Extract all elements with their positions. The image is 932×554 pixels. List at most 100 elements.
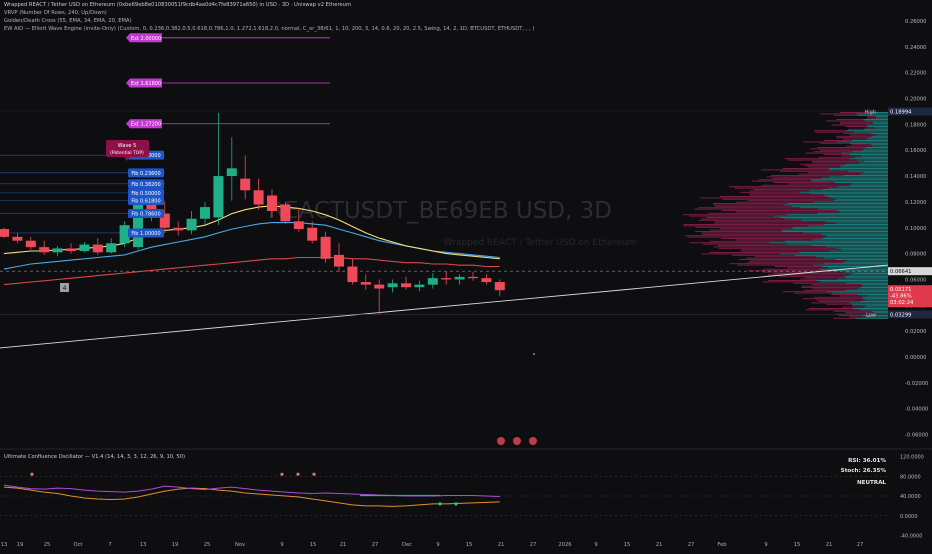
profile-bar-up (841, 249, 888, 250)
header-vrvp[interactable]: VRVP (Number Of Rows, 240, Up/Down) (4, 10, 107, 16)
profile-bar-up (836, 199, 888, 200)
profile-bar-down (831, 294, 857, 295)
osc-dot-red (280, 473, 283, 476)
profile-bar-down (839, 295, 866, 296)
profile-bar-down (814, 297, 862, 298)
profile-bar-down (708, 213, 818, 214)
profile-bar-down (761, 169, 829, 170)
profile-bar-up (788, 203, 888, 204)
profile-bar-down (772, 178, 822, 179)
profile-bar-up (786, 244, 888, 245)
profile-bar-down (820, 113, 856, 114)
profile-bar-up (823, 224, 888, 225)
event-icon[interactable] (529, 437, 537, 445)
profile-bar-down (700, 197, 831, 198)
profile-bar-up (769, 242, 888, 243)
time-tick: 15 (310, 542, 317, 548)
profile-bar-down (703, 244, 786, 245)
profile-bar-up (866, 295, 888, 296)
time-tick: 25 (44, 542, 51, 548)
profile-bar-up (844, 276, 888, 277)
profile-bar-down (810, 148, 864, 149)
profile-bar-up (822, 178, 888, 179)
time-tick: 27 (688, 542, 695, 548)
profile-bar-up (875, 127, 888, 128)
profile-bar-down (783, 291, 827, 292)
price-tick: 0.00000 (905, 355, 926, 361)
candle-body (26, 241, 36, 247)
profile-bar-up (828, 169, 888, 170)
candle-body (481, 278, 491, 282)
cur-badge-text: 0.06641 (890, 269, 911, 275)
profile-bar-down (788, 267, 828, 268)
profile-bar-down (762, 185, 850, 186)
profile-bar-down (867, 118, 876, 119)
profile-bar-down (702, 234, 821, 235)
profile-bar-down (701, 253, 780, 254)
profile-bar-up (774, 216, 888, 217)
profile-bar-up (779, 217, 888, 218)
profile-bar-up (874, 312, 888, 313)
profile-bar-up (791, 228, 888, 229)
profile-bar-up (841, 153, 888, 154)
profile-bar-down (842, 307, 863, 308)
profile-bar-down (688, 237, 825, 238)
profile-bar-down (824, 140, 852, 141)
profile-bar-up (824, 258, 888, 259)
profile-bar-up (831, 197, 888, 198)
profile-bar-down (710, 252, 799, 253)
profile-bar-down (683, 214, 787, 215)
profile-bar-up (857, 160, 888, 161)
low-badge-text: 0.03299 (890, 312, 911, 318)
profile-bar-up (865, 120, 888, 121)
profile-bar-up (857, 288, 888, 289)
profile-bar-down (813, 162, 860, 163)
event-icon[interactable] (513, 437, 521, 445)
profile-bar-up (826, 235, 888, 236)
profile-bar-up (838, 186, 888, 187)
wave4-marker[interactable]: 4 (60, 283, 69, 292)
profile-bar-down (734, 188, 829, 189)
oscillator-title: Ultimate Confluence Oscillator — V1.4 (1… (4, 454, 185, 460)
profile-bar-up (824, 195, 888, 196)
header-ew[interactable]: EW AIO — Elliott Wave Engine (invite-Onl… (4, 26, 534, 32)
header-cross[interactable]: Golden/Death Cross (55, EMA, 34, EMA, 20… (4, 18, 132, 24)
time-tick: 21 (498, 542, 505, 548)
profile-bar-up (862, 150, 888, 151)
profile-bar-down (867, 116, 875, 117)
event-icon[interactable] (497, 437, 505, 445)
profile-bar-up (849, 154, 888, 155)
profile-bar-down (836, 136, 872, 137)
profile-bar-down (702, 232, 803, 233)
osc-dot-red (296, 473, 299, 476)
profile-bar-down (820, 150, 862, 151)
profile-bar-down (715, 221, 826, 222)
profile-bar-down (865, 127, 875, 128)
candle-body (133, 202, 143, 247)
candle-body (414, 285, 424, 288)
header-symbol[interactable]: Wrapped REACT / Tether USD on Ethereum (… (4, 2, 351, 8)
profile-bar-up (863, 119, 888, 120)
profile-bar-up (825, 263, 888, 264)
profile-bar-up (869, 137, 888, 138)
profile-bar-down (750, 260, 846, 261)
last-badge-text: 03:02:24 (890, 300, 914, 306)
profile-bar-down (779, 276, 844, 277)
candle-body (66, 248, 76, 251)
profile-bar-down (773, 182, 834, 183)
profile-bar-down (719, 248, 837, 249)
time-tick: 27 (857, 542, 864, 548)
watermark: REACTUSDT_BE69EB USD, 3D (268, 198, 612, 224)
profile-bar-down (803, 141, 837, 142)
profile-bar-down (841, 155, 862, 156)
profile-bar-down (809, 308, 853, 309)
profile-bar-up (853, 308, 888, 309)
profile-bar-up (860, 174, 888, 175)
time-tick: Dec (402, 542, 412, 548)
profile-bar-up (843, 262, 888, 263)
profile-bar-down (839, 122, 873, 123)
fib-label: Fib 0.38200 (131, 182, 160, 188)
profile-bar-down (754, 189, 823, 190)
time-tick: 21 (656, 542, 663, 548)
